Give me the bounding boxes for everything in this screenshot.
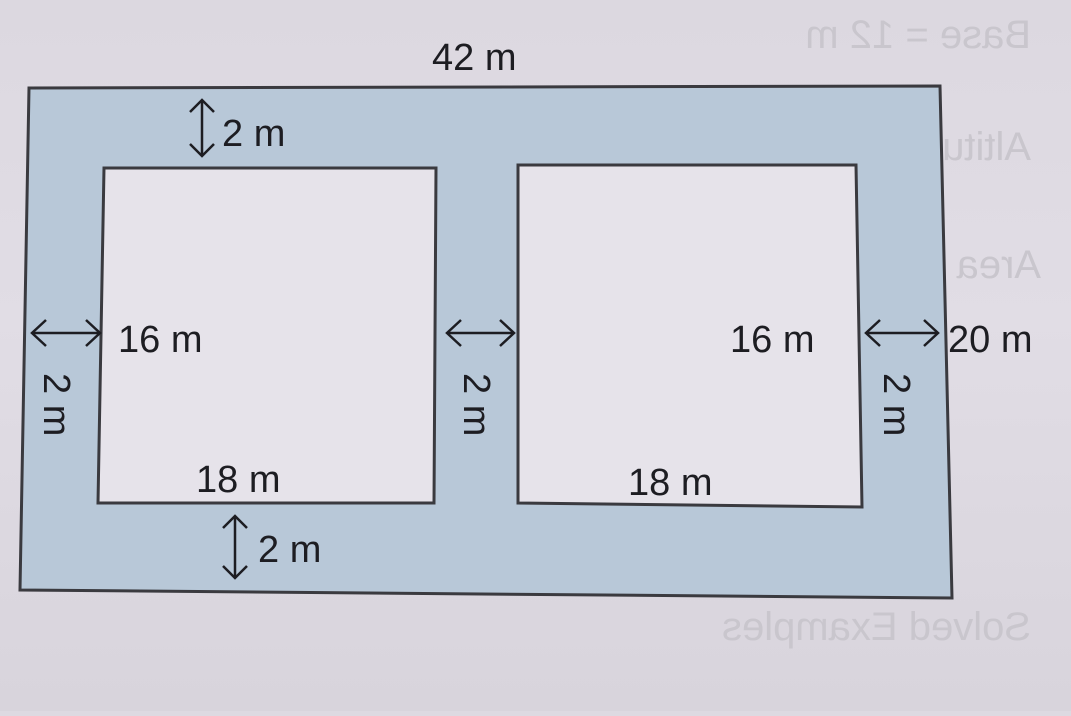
left-plot-width-label: 18 m (196, 459, 280, 501)
right-path-label: 2 m (875, 373, 917, 436)
right-plot-height-label: 16 m (730, 319, 814, 361)
bottom-path-label: 2 m (258, 529, 321, 571)
ghost-text-1: Base = 12 m (805, 13, 1031, 57)
horizontal-arrow-icon (445, 319, 516, 347)
vertical-arrow-icon (222, 514, 248, 580)
middle-path-label: 2 m (455, 373, 497, 436)
right-plot (516, 163, 864, 509)
horizontal-arrow-icon (30, 319, 102, 347)
left-plot-height-label: 16 m (118, 319, 202, 361)
outer-height-label: 20 m (948, 319, 1032, 361)
ghost-text-5: Solved Examples (722, 605, 1031, 649)
top-path-label: 2 m (222, 113, 285, 155)
right-plot-width-label: 18 m (628, 462, 712, 504)
vertical-arrow-icon (189, 98, 215, 158)
left-plot (96, 166, 438, 505)
outer-width-label: 42 m (432, 37, 516, 79)
horizontal-arrow-icon (864, 319, 940, 347)
left-path-label: 2 m (35, 373, 77, 436)
